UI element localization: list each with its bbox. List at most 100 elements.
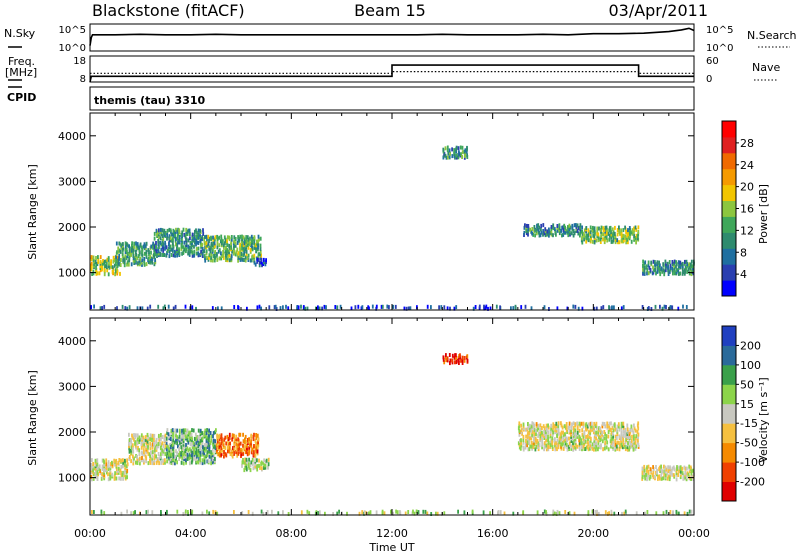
scatter-cell-8 — [160, 510, 162, 514]
scatter-cell-5 — [529, 227, 531, 232]
scatter-cell-2 — [182, 227, 185, 232]
scatter-cell-5 — [534, 436, 537, 441]
scatter-cell-3 — [244, 258, 247, 263]
scatter-cell-9 — [685, 305, 688, 309]
scatter-cell-6 — [603, 228, 606, 232]
scatter-cell-2 — [190, 249, 193, 254]
scatter-cell-7 — [690, 269, 693, 274]
scatter-cell-9 — [530, 306, 533, 311]
scatter-cell-6 — [657, 474, 659, 479]
scatter-cell-6 — [585, 229, 587, 234]
scatter-cell-5 — [572, 421, 575, 426]
scatter-cell-0 — [96, 464, 99, 469]
scatter-cell-2 — [181, 237, 183, 242]
scatter-cell-1 — [162, 458, 164, 463]
scatter-cell-3 — [247, 441, 249, 445]
scatter-cell-5 — [557, 421, 560, 426]
scatter-cell-8 — [182, 512, 185, 516]
scatter-cell-5 — [562, 232, 565, 237]
scatter-cell-1 — [133, 437, 135, 442]
scatter-cell-7 — [658, 260, 660, 265]
scatter-cell-7 — [663, 272, 666, 277]
x-tick-label: 00:00 — [678, 527, 710, 540]
scatter-cell-8 — [458, 150, 460, 155]
scatter-cell-5 — [570, 428, 573, 433]
scatter-cell-5 — [533, 225, 536, 229]
scatter-cell-3 — [232, 446, 234, 451]
scatter-cell-1 — [136, 433, 139, 438]
scatter-cell-5 — [552, 430, 555, 435]
scatter-cell-5 — [593, 441, 595, 446]
scatter-cell-5 — [582, 434, 585, 439]
scatter-cell-6 — [679, 469, 682, 474]
scatter-cell-5 — [551, 441, 554, 446]
scatter-cell-5 — [552, 425, 554, 430]
y-tick-label: 1000 — [58, 267, 86, 280]
scatter-cell-0 — [103, 272, 106, 277]
scatter-cell-3 — [256, 239, 258, 244]
scatter-cell-2 — [205, 454, 208, 459]
scatter-cell-5 — [545, 423, 548, 428]
scatter-cell-5 — [577, 231, 580, 236]
scatter-cell-1 — [153, 433, 156, 438]
scatter-cell-8 — [543, 509, 546, 514]
scatter-cell-2 — [187, 430, 190, 435]
scatter-cell-7 — [647, 271, 650, 276]
scatter-cell-2 — [166, 459, 168, 464]
scatter-cell-1 — [115, 241, 118, 246]
scatter-cell-2 — [195, 443, 198, 448]
scatter-cell-4 — [260, 466, 263, 471]
station-title: Blackstone (fitACF) — [92, 1, 245, 20]
scatter-cell-5 — [583, 439, 586, 443]
scatter-cell-1 — [118, 256, 120, 261]
scatter-cell-1 — [136, 454, 138, 459]
scatter-cell-6 — [683, 465, 686, 470]
scatter-cell-2 — [195, 246, 198, 251]
scatter-cell-3 — [237, 255, 240, 260]
scatter-cell-2 — [174, 232, 177, 237]
scatter-cell-5 — [531, 231, 533, 236]
scatter-cell-7 — [456, 358, 458, 363]
scatter-cell-5 — [556, 432, 558, 437]
scatter-cell-5 — [568, 421, 571, 426]
scatter-cell-4 — [262, 257, 265, 262]
scatter-cell-3 — [230, 256, 233, 261]
scatter-cell-3 — [225, 245, 227, 250]
scatter-cell-9 — [260, 306, 262, 311]
scatter-cell-7 — [449, 358, 452, 363]
scatter-cell-5 — [602, 435, 605, 439]
scatter-cell-1 — [155, 440, 157, 445]
scatter-cell-6 — [667, 465, 669, 470]
scatter-cell-8 — [300, 510, 303, 515]
scatter-cell-2 — [195, 240, 198, 245]
scatter-cell-8 — [461, 145, 464, 150]
scatter-cell-5 — [622, 423, 624, 428]
scatter-cell-5 — [543, 429, 545, 434]
scatter-cell-4 — [258, 463, 260, 468]
scatter-cell-2 — [184, 433, 187, 437]
scatter-cell-2 — [168, 452, 171, 457]
scatter-cell-2 — [193, 436, 196, 441]
scatter-cell-1 — [147, 451, 150, 456]
scatter-cell-5 — [570, 444, 573, 449]
scatter-cell-3 — [217, 446, 219, 451]
scatter-cell-3 — [218, 235, 221, 240]
scatter-cell-3 — [214, 237, 216, 242]
scatter-cell-3 — [216, 441, 219, 446]
scatter-cell-8 — [404, 511, 407, 516]
scatter-cell-7 — [660, 266, 663, 271]
scatter-cell-6 — [589, 230, 592, 235]
scatter-cell-3 — [228, 446, 231, 451]
scatter-cell-0 — [94, 462, 97, 467]
scatter-cell-2 — [170, 448, 173, 453]
scatter-cell-8 — [623, 511, 626, 516]
scatter-cell-9 — [279, 306, 282, 311]
scatter-cell-5 — [541, 426, 543, 430]
scatter-cell-0 — [101, 466, 104, 471]
scatter-cell-3 — [256, 445, 259, 450]
scatter-cell-3 — [218, 433, 221, 438]
scatter-cell-3 — [246, 256, 249, 261]
scatter-cell-3 — [237, 258, 239, 263]
scatter-cell-6 — [602, 226, 605, 231]
scatter-cell-5 — [592, 425, 595, 430]
